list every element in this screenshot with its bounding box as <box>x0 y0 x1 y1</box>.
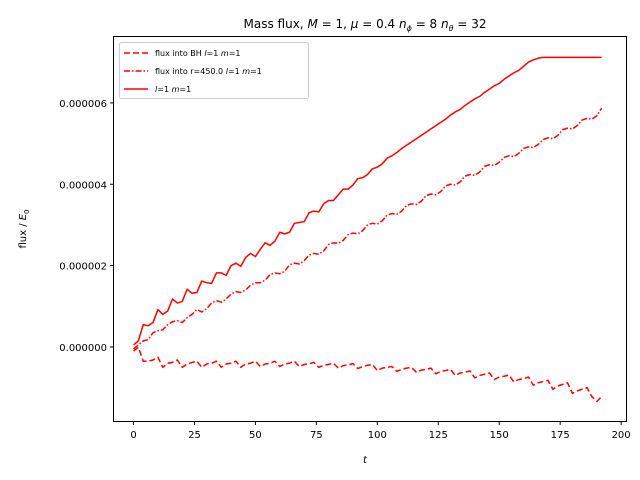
legend: flux into BH l=1 m=1 flux into r=450.0 l… <box>119 42 309 99</box>
legend-entry-lm: l=1 m=1 <box>155 85 191 94</box>
series-group <box>133 56 603 403</box>
x-tick-label: 100 <box>368 430 387 441</box>
x-tick-label: 75 <box>310 430 323 441</box>
y-tick-label: 0.000000 <box>59 343 107 354</box>
x-tick-label: 50 <box>249 430 262 441</box>
y-tick-label: 0.000004 <box>59 180 107 191</box>
series-line-dashdot <box>133 107 603 350</box>
x-tick-label: 125 <box>429 430 448 441</box>
series-line-dashed <box>133 346 603 403</box>
y-tick-label: 0.000002 <box>59 262 107 273</box>
x-axis-ticks: 0 25 50 75 100 125 150 175 200 <box>130 421 631 441</box>
y-tick-label: 0.000006 <box>59 99 107 110</box>
legend-box <box>119 42 309 99</box>
plot-frame <box>113 36 627 422</box>
y-axis-label: flux / E0 <box>18 209 31 248</box>
legend-entry-bh: flux into BH l=1 m=1 <box>155 49 240 58</box>
x-tick-label: 25 <box>188 430 201 441</box>
chart-title: Mass flux, M = 1, μ = 0.4 nϕ = 8 nθ = 32 <box>244 17 487 33</box>
plot-area <box>113 36 627 422</box>
x-axis-label: t <box>363 455 368 466</box>
y-axis-ticks: 0.000000 0.000002 0.000004 0.000006 <box>59 99 114 354</box>
x-tick-label: 175 <box>551 430 570 441</box>
x-tick-label: 200 <box>612 430 631 441</box>
series-line-solid <box>133 56 602 346</box>
x-tick-label: 0 <box>130 430 136 441</box>
legend-entry-r450: flux into r=450.0 l=1 m=1 <box>155 67 262 76</box>
x-tick-label: 150 <box>490 430 509 441</box>
